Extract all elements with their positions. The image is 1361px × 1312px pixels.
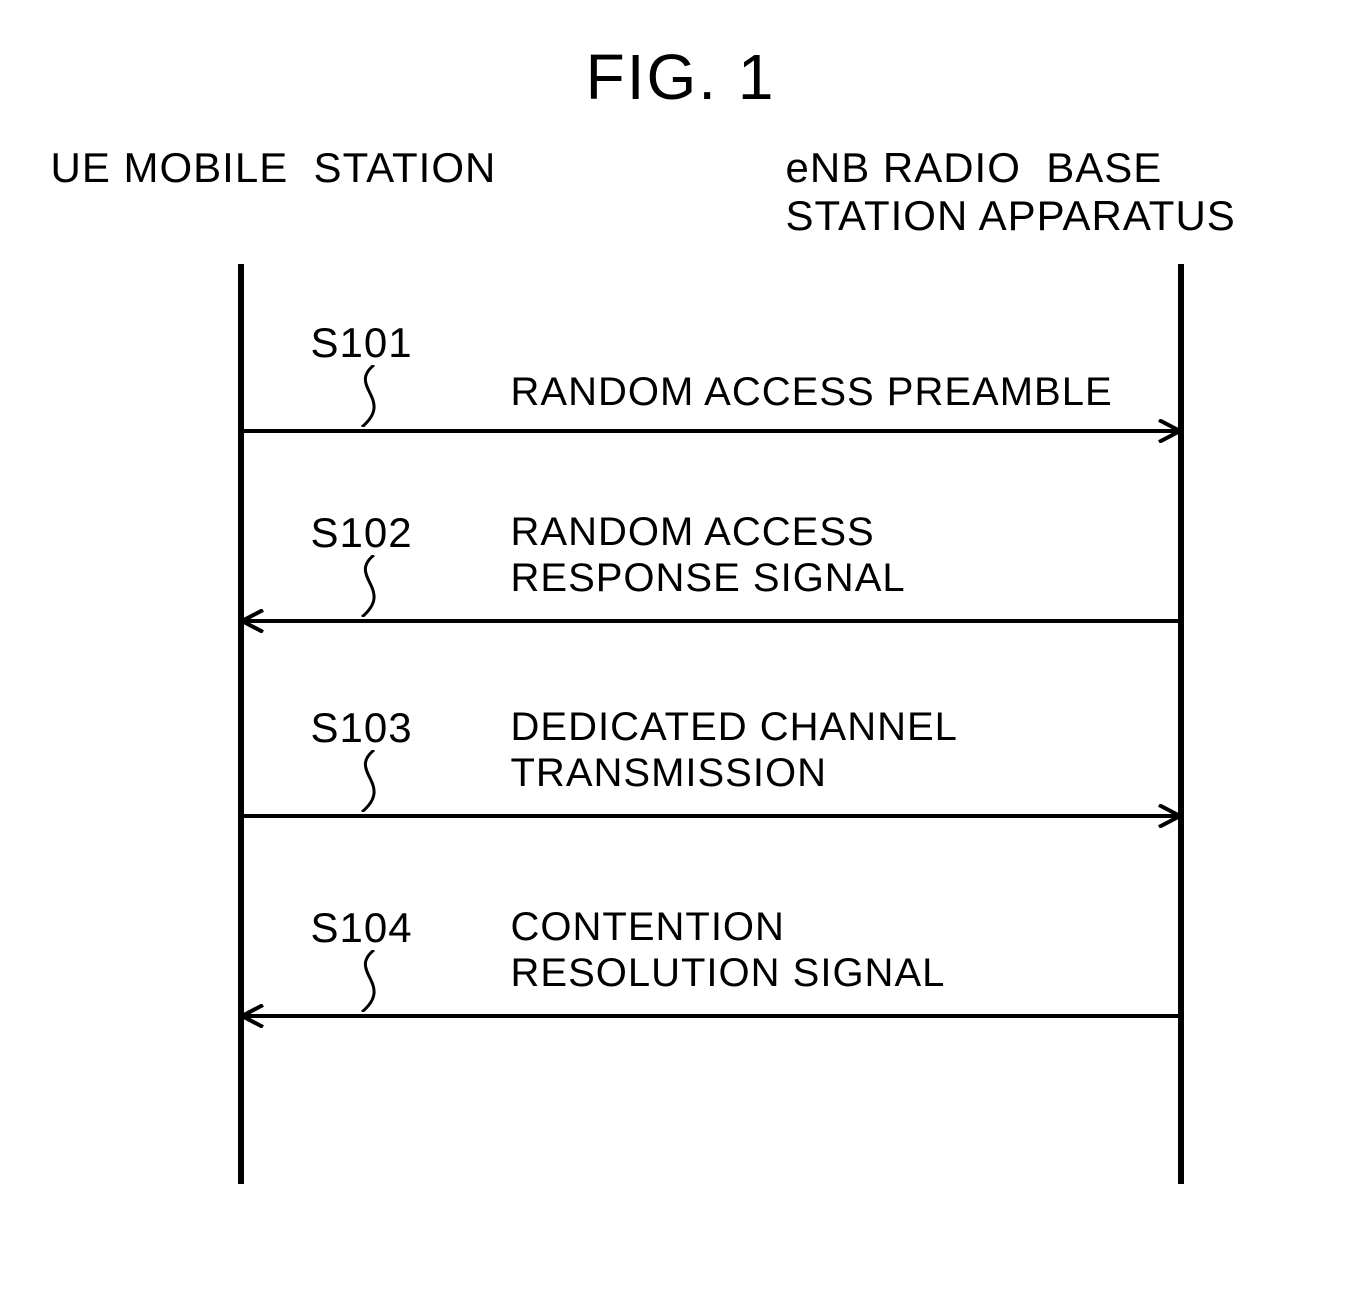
lifeline-left (238, 264, 244, 1184)
message-text: RANDOM ACCESS PREAMBLE (511, 369, 1113, 415)
participant-right-label: eNB RADIO BASE STATION APPARATUS (786, 144, 1236, 241)
message-text: DEDICATED CHANNEL TRANSMISSION (511, 704, 958, 796)
arrow-left-icon (241, 609, 1181, 633)
message-step-label: S104 (311, 904, 413, 952)
arrow-right-icon (241, 419, 1181, 443)
message-step-label: S101 (311, 319, 413, 367)
figure-title: FIG. 1 (41, 40, 1321, 114)
participant-left-label: UE MOBILE STATION (51, 144, 497, 192)
arrow-right-icon (241, 804, 1181, 828)
sequence-body: UE MOBILE STATION eNB RADIO BASE STATION… (41, 144, 1321, 1194)
message-text: CONTENTION RESOLUTION SIGNAL (511, 904, 946, 996)
lifeline-right (1178, 264, 1184, 1184)
sequence-diagram: FIG. 1 UE MOBILE STATION eNB RADIO BASE … (41, 40, 1321, 1194)
message-text: RANDOM ACCESS RESPONSE SIGNAL (511, 509, 906, 601)
message-step-label: S102 (311, 509, 413, 557)
message-step-label: S103 (311, 704, 413, 752)
arrow-left-icon (241, 1004, 1181, 1028)
